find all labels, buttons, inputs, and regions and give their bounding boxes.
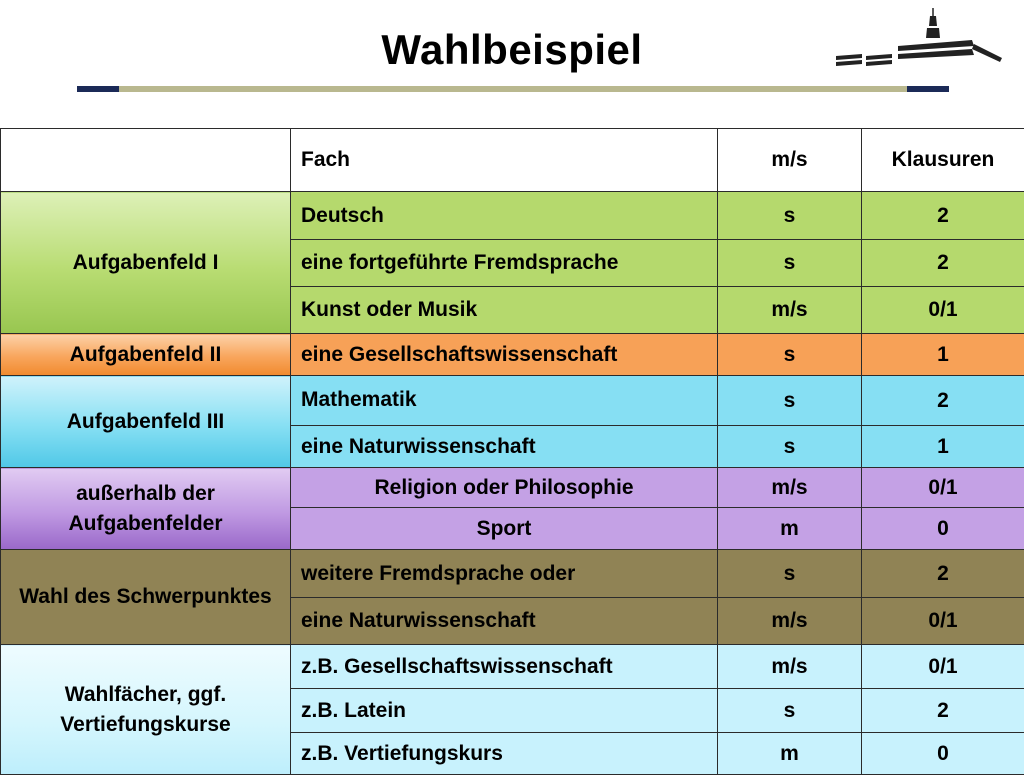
school-logo-icon xyxy=(832,6,1004,68)
ms-cell: m xyxy=(718,733,862,775)
divider-cap-left xyxy=(77,86,119,92)
divider-cap-right xyxy=(907,86,949,92)
klausuren-cell: 1 xyxy=(862,334,1024,376)
ms-cell: m/s xyxy=(718,287,862,334)
fach-cell: eine fortgeführte Fremdsprache xyxy=(291,240,718,287)
ms-cell: m xyxy=(718,508,862,550)
fach-cell: weitere Fremdsprache oder xyxy=(291,550,718,598)
group-label-aufgabenfeld-3: Aufgabenfeld III xyxy=(1,376,291,468)
ms-cell: m/s xyxy=(718,468,862,508)
header-cell-ms: m/s xyxy=(718,129,862,192)
table-row: Aufgabenfeld II eine Gesellschaftswissen… xyxy=(1,334,1024,376)
fach-cell: Deutsch xyxy=(291,192,718,240)
ms-cell: s xyxy=(718,334,862,376)
ms-cell: m/s xyxy=(718,645,862,689)
ms-cell: s xyxy=(718,192,862,240)
table-row: Aufgabenfeld III Mathematik s 2 xyxy=(1,376,1024,426)
table-row: Aufgabenfeld I Deutsch s 2 xyxy=(1,192,1024,240)
group-label-aufgabenfeld-1: Aufgabenfeld I xyxy=(1,192,291,334)
table-header-row: Fach m/s Klausuren xyxy=(1,129,1024,192)
klausuren-cell: 2 xyxy=(862,550,1024,598)
table-row: Wahl des Schwerpunktes weitere Fremdspra… xyxy=(1,550,1024,598)
group-label-ausserhalb: außerhalb der Aufgabenfelder xyxy=(1,468,291,550)
fach-cell: eine Naturwissenschaft xyxy=(291,598,718,645)
klausuren-cell: 0 xyxy=(862,508,1024,550)
klausuren-cell: 1 xyxy=(862,426,1024,468)
fach-cell: z.B. Latein xyxy=(291,689,718,733)
fach-cell: Sport xyxy=(291,508,718,550)
klausuren-cell: 0/1 xyxy=(862,468,1024,508)
ms-cell: s xyxy=(718,240,862,287)
course-selection-table: Fach m/s Klausuren Aufgabenfeld I Deutsc… xyxy=(0,128,1024,775)
klausuren-cell: 2 xyxy=(862,240,1024,287)
fach-cell: eine Gesellschaftswissenschaft xyxy=(291,334,718,376)
header-divider xyxy=(77,86,949,92)
ms-cell: s xyxy=(718,376,862,426)
header-cell-fach: Fach xyxy=(291,129,718,192)
fach-cell: Religion oder Philosophie xyxy=(291,468,718,508)
fach-cell: eine Naturwissenschaft xyxy=(291,426,718,468)
ms-cell: s xyxy=(718,550,862,598)
fach-cell: z.B. Gesellschaftswissenschaft xyxy=(291,645,718,689)
fach-cell: Kunst oder Musik xyxy=(291,287,718,334)
klausuren-cell: 2 xyxy=(862,192,1024,240)
fach-cell: z.B. Vertiefungskurs xyxy=(291,733,718,775)
group-label-wahlfaecher: Wahlfächer, ggf. Vertiefungskurse xyxy=(1,645,291,775)
table-row: außerhalb der Aufgabenfelder Religion od… xyxy=(1,468,1024,508)
klausuren-cell: 0/1 xyxy=(862,645,1024,689)
fach-cell: Mathematik xyxy=(291,376,718,426)
ms-cell: s xyxy=(718,426,862,468)
klausuren-cell: 0 xyxy=(862,733,1024,775)
klausuren-cell: 2 xyxy=(862,689,1024,733)
group-label-schwerpunkt: Wahl des Schwerpunktes xyxy=(1,550,291,645)
header-cell-group xyxy=(1,129,291,192)
header-cell-klausuren: Klausuren xyxy=(862,129,1024,192)
group-label-aufgabenfeld-2: Aufgabenfeld II xyxy=(1,334,291,376)
table-row: Wahlfächer, ggf. Vertiefungskurse z.B. G… xyxy=(1,645,1024,689)
klausuren-cell: 2 xyxy=(862,376,1024,426)
ms-cell: s xyxy=(718,689,862,733)
klausuren-cell: 0/1 xyxy=(862,598,1024,645)
klausuren-cell: 0/1 xyxy=(862,287,1024,334)
ms-cell: m/s xyxy=(718,598,862,645)
